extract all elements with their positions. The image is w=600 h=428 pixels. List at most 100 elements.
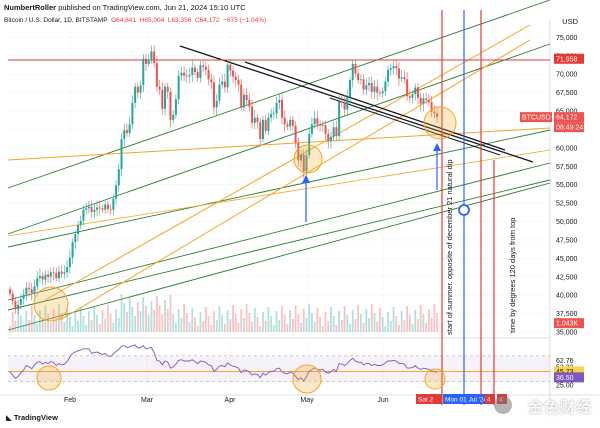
candle <box>291 115 294 131</box>
author-name[interactable]: NumbertRoller <box>4 3 57 12</box>
candle <box>414 83 417 101</box>
volume-bar <box>221 315 224 332</box>
volume-bar <box>417 319 419 332</box>
candle-body <box>49 272 52 277</box>
candle <box>253 110 256 129</box>
rsi-tick-label: 62.76 <box>556 358 574 365</box>
candle-body <box>251 106 254 123</box>
candle <box>9 285 11 298</box>
highlight-circle <box>423 106 457 140</box>
candle-body <box>191 67 194 75</box>
candle-body <box>150 51 153 60</box>
candle-body <box>234 76 237 81</box>
candle <box>259 118 262 147</box>
symbol-name[interactable]: Bitcoin / U.S. Dollar, 1D, BITSTAMP <box>4 17 108 24</box>
candle <box>436 106 439 123</box>
volume-bar <box>147 315 150 332</box>
candle <box>36 271 39 291</box>
candle <box>406 72 409 101</box>
volume-bar <box>153 310 156 332</box>
candle <box>30 282 33 301</box>
candle <box>71 238 74 265</box>
candle-body <box>264 119 267 131</box>
candle-body <box>85 208 88 210</box>
price-tick-label: 35,000 <box>556 330 578 337</box>
rsi-tick-label: 25.00 <box>556 382 574 389</box>
candle <box>308 127 311 159</box>
volume-bar <box>188 322 191 332</box>
volume-bar <box>25 311 28 332</box>
volume-bar <box>155 296 158 332</box>
tradingview-logo[interactable]: ◣ TradingView <box>6 413 58 422</box>
candle-body <box>38 276 41 279</box>
volume-bar <box>335 325 338 332</box>
volume-bar <box>387 312 389 332</box>
candle <box>106 200 109 214</box>
volume-bar <box>117 318 120 332</box>
candle <box>319 120 322 132</box>
candle <box>52 267 55 281</box>
candle <box>335 121 338 141</box>
rsi-label-yellow-bg <box>554 366 584 377</box>
candle <box>281 92 283 125</box>
candle <box>164 83 167 116</box>
volume-bar <box>134 316 137 332</box>
volume-bar <box>319 317 321 332</box>
candle <box>28 281 31 297</box>
candle <box>232 66 235 83</box>
candle-body <box>281 99 283 118</box>
candle-body <box>338 101 341 137</box>
price-tick-label: 75,000 <box>556 35 578 42</box>
candle <box>226 61 229 93</box>
volume-bar <box>354 319 357 332</box>
candle <box>79 216 82 229</box>
candle-body <box>142 58 145 86</box>
candle-body <box>96 207 99 210</box>
volume-bar <box>338 311 341 332</box>
candle-body <box>370 83 373 92</box>
annotation-120-days: time by degrees 120 days from top <box>508 218 517 333</box>
volume-bar <box>330 307 332 332</box>
candle-body <box>19 298 22 305</box>
volume-bar <box>406 306 409 332</box>
volume-bar <box>68 317 71 332</box>
time-tick-label: Jun <box>377 397 388 404</box>
candle-body <box>433 111 436 114</box>
volume-bar <box>161 314 164 332</box>
volume-bar <box>199 312 202 332</box>
volume-bar <box>419 305 422 332</box>
candle <box>123 123 126 147</box>
candle <box>180 66 183 81</box>
candle <box>202 60 205 72</box>
candle-body <box>270 113 273 118</box>
candle <box>104 200 107 214</box>
price-label-countdown-bg <box>554 122 584 133</box>
volume-bar <box>370 304 373 332</box>
volume-bar <box>270 316 273 332</box>
candle <box>302 148 305 179</box>
volume-bar <box>66 308 69 332</box>
candle <box>264 115 267 135</box>
volume-bar <box>411 324 414 332</box>
volume-bar <box>11 312 14 332</box>
candle-body <box>172 114 175 120</box>
candle-body <box>419 97 422 104</box>
candle-body <box>57 271 60 279</box>
candle <box>207 64 210 86</box>
candle <box>397 62 400 87</box>
candle-body <box>411 94 414 98</box>
price-label-countdown: 08:49:24 <box>556 125 583 132</box>
volume-bar <box>381 317 384 332</box>
volume-bar <box>251 322 253 332</box>
time-badge-bg <box>416 394 442 404</box>
price-label-last: 64,172 <box>556 115 578 122</box>
candle <box>14 296 17 314</box>
volume-bar <box>215 320 218 332</box>
candle-body <box>300 154 303 161</box>
candle-body <box>63 272 66 274</box>
candle-body <box>381 91 384 94</box>
volume-bar <box>183 304 185 332</box>
candle-body <box>384 81 387 92</box>
currency-label[interactable]: USD <box>562 17 578 26</box>
volume-bar <box>39 310 41 332</box>
